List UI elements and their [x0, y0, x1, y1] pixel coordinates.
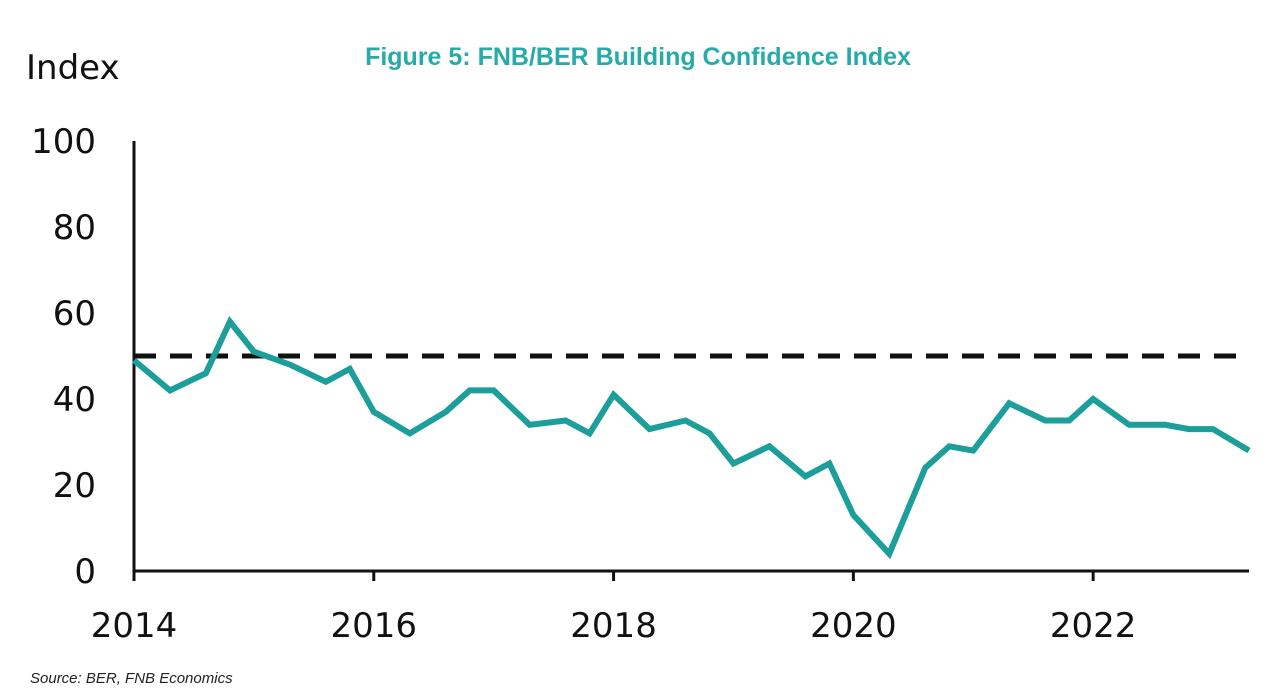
- data-point: [227, 319, 233, 325]
- x-tick-label: 2018: [570, 606, 657, 646]
- data-point: [1162, 422, 1168, 428]
- chart-title: Figure 5: FNB/BER Building Confidence In…: [365, 43, 911, 71]
- data-point: [527, 422, 533, 428]
- data-point: [886, 551, 892, 557]
- data-point: [167, 387, 173, 393]
- data-point: [1246, 448, 1252, 454]
- data-point: [766, 443, 772, 449]
- data-point: [287, 362, 293, 368]
- y-tick-label: 0: [74, 552, 96, 592]
- data-point: [1066, 418, 1072, 424]
- data-point: [491, 387, 497, 393]
- data-point: [443, 409, 449, 415]
- data-point: [323, 379, 329, 385]
- data-point: [611, 392, 617, 398]
- x-tick-label: 2022: [1050, 606, 1137, 646]
- y-axis-label: Index: [26, 48, 120, 88]
- data-point: [131, 357, 137, 363]
- data-point: [251, 349, 257, 355]
- series-line: [132, 315, 1251, 560]
- x-tick-label: 2016: [331, 606, 418, 646]
- data-point: [802, 473, 808, 479]
- y-axis-ticks: 0 20 40 60 80 100: [31, 122, 96, 592]
- y-tick-label: 100: [31, 122, 96, 162]
- x-tick-label: 2014: [91, 606, 178, 646]
- data-point: [946, 443, 952, 449]
- data-point: [826, 461, 832, 467]
- data-point: [371, 409, 377, 415]
- data-point: [407, 430, 413, 436]
- data-point: [647, 426, 653, 432]
- y-tick-label: 20: [53, 466, 96, 506]
- y-tick-label: 40: [53, 380, 96, 420]
- data-point: [1186, 426, 1192, 432]
- data-point: [1126, 422, 1132, 428]
- data-point: [563, 418, 569, 424]
- data-point: [1210, 426, 1216, 432]
- data-point: [922, 465, 928, 471]
- y-tick-label: 80: [53, 208, 96, 248]
- x-axis-ticks: 2014 2016 2018 2020 2022: [91, 571, 1137, 646]
- data-point: [347, 366, 353, 372]
- data-point: [706, 430, 712, 436]
- data-point: [1042, 418, 1048, 424]
- y-tick-label: 60: [53, 294, 96, 334]
- data-point: [467, 387, 473, 393]
- data-point: [1090, 396, 1096, 402]
- x-tick-label: 2020: [810, 606, 897, 646]
- data-point: [203, 370, 209, 376]
- source-note: Source: BER, FNB Economics: [30, 670, 233, 687]
- data-point: [683, 418, 689, 424]
- data-point: [850, 512, 856, 518]
- data-point: [1006, 400, 1012, 406]
- data-point: [730, 461, 736, 467]
- data-point: [587, 430, 593, 436]
- data-point: [970, 448, 976, 454]
